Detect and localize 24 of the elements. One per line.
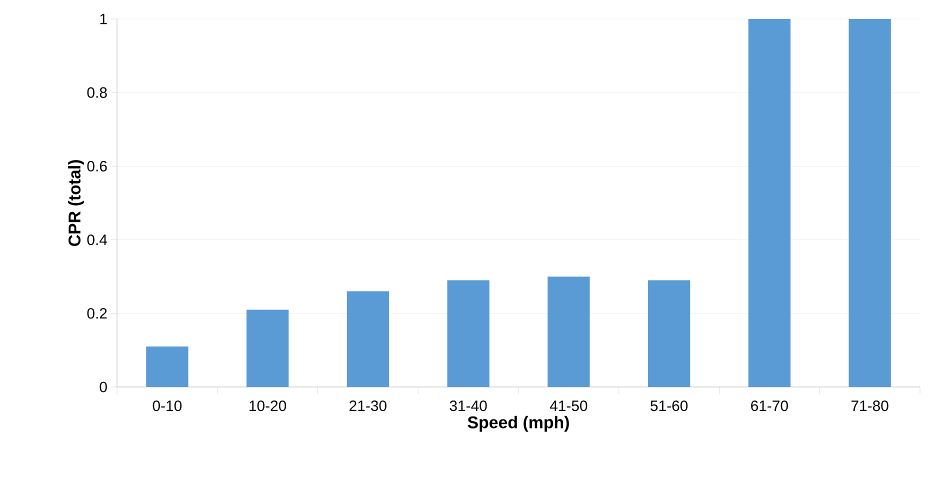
x-tick-label: 0-10 [152,400,182,412]
bar [346,291,390,387]
bar [648,280,690,387]
y-tick-label: 0.2 [87,308,107,319]
x-tick-label: 31-40 [450,400,487,412]
y-tick-label: 0.4 [87,234,108,246]
y-axis-title: CPR (total) [68,160,84,246]
x-tick-label: 10-20 [250,400,286,412]
y-tick-label: 0.6 [87,160,107,172]
bar [748,18,791,387]
y-tick-label: 0 [100,382,107,392]
x-tick-label: 51-60 [650,400,688,412]
bar [548,276,590,387]
bar [447,280,490,387]
x-axis-title: Speed (mph) [468,416,569,432]
x-tick-label: 71-80 [851,400,888,412]
x-tick-label: 41-50 [550,400,588,412]
x-tick-label: 21-30 [350,400,386,412]
y-tick-label: 0.8 [87,87,107,98]
bar [848,18,891,387]
bar [246,310,289,387]
x-tick-label: 61-70 [751,400,788,412]
bar [146,346,188,387]
y-tick-label: 1 [100,14,107,24]
